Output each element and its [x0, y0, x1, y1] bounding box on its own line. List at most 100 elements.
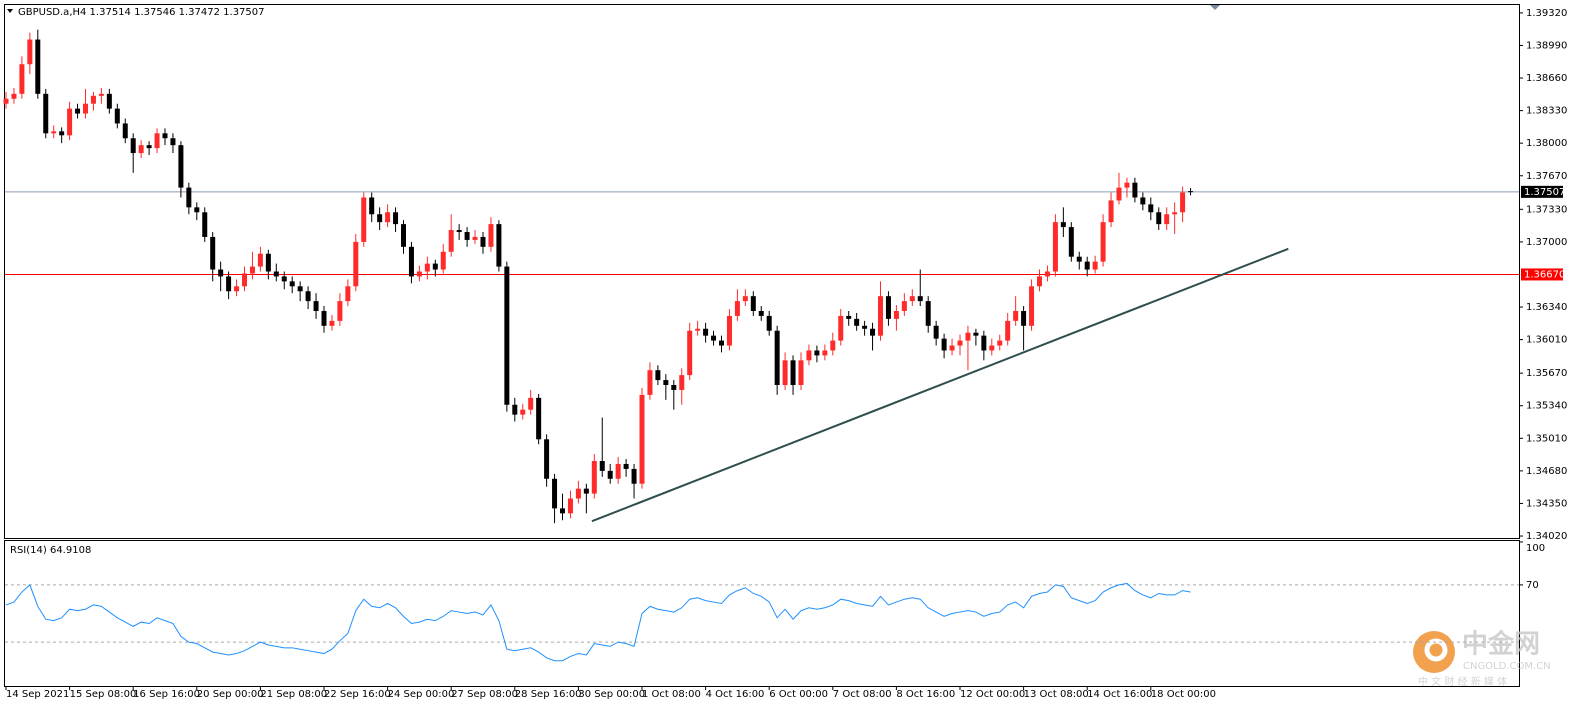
- candle-body: [440, 251, 446, 270]
- candle-body: [536, 397, 542, 440]
- candle-body: [1140, 197, 1146, 205]
- candle-body: [432, 263, 438, 270]
- candle-body: [83, 103, 88, 114]
- candle-body: [1132, 182, 1138, 198]
- candle-body: [377, 214, 383, 223]
- x-tick-label: 6 Oct 00:00: [769, 689, 828, 700]
- candle-body: [544, 439, 550, 479]
- x-tick-label: 14 Oct 16:00: [1087, 689, 1152, 700]
- candle-body: [671, 385, 677, 390]
- candle-body: [273, 271, 279, 277]
- y-tick-label: 1.38330: [1526, 106, 1567, 117]
- candle-body: [647, 370, 653, 395]
- candle-body: [11, 93, 17, 99]
- candle-body: [194, 207, 200, 213]
- candle-body: [393, 212, 399, 225]
- candle-body: [663, 380, 669, 386]
- candle-body: [512, 404, 518, 415]
- candle-body: [90, 95, 96, 104]
- candle-body: [830, 340, 836, 351]
- candle-body: [488, 224, 494, 247]
- candle-body: [210, 236, 216, 270]
- candle-body: [552, 478, 558, 509]
- candle-body: [862, 325, 868, 329]
- rsi-line: [5, 582, 1191, 662]
- candle-body: [313, 301, 319, 311]
- candle-body: [1084, 261, 1090, 270]
- candle-body: [202, 212, 208, 237]
- candle-body: [1116, 187, 1122, 201]
- candle-body: [528, 397, 534, 410]
- candle-body: [385, 212, 391, 223]
- candle-body: [631, 468, 637, 484]
- candle-body: [1029, 286, 1035, 326]
- candle-body: [639, 394, 645, 484]
- candle-body: [790, 360, 796, 386]
- candle-body: [3, 98, 9, 104]
- candle-body: [782, 360, 788, 386]
- candle-body: [496, 224, 502, 267]
- candle-body: [369, 197, 375, 215]
- candle-body: [687, 330, 693, 376]
- price-level-box: [1521, 185, 1563, 198]
- candle-body: [337, 301, 343, 321]
- candle-body: [711, 335, 717, 341]
- candle-body: [178, 145, 184, 188]
- logo-site: CNGOLD.COM.CN: [1463, 661, 1551, 672]
- candle-body: [925, 301, 931, 326]
- candle-body: [917, 296, 923, 302]
- candle-body: [742, 296, 748, 302]
- candle-body: [583, 488, 589, 494]
- y-tick-label: 1.34350: [1526, 498, 1567, 509]
- x-tick-label: 18 Oct 00:00: [1151, 689, 1216, 700]
- candle-body: [941, 338, 947, 351]
- candle-body: [655, 370, 661, 381]
- x-tick-label: 30 Sep 00:00: [578, 689, 645, 700]
- candle-body: [218, 269, 224, 277]
- candle-body: [822, 350, 828, 356]
- candle-body: [870, 328, 876, 336]
- candle-body: [297, 286, 303, 292]
- candle-body: [719, 340, 724, 346]
- candle-body: [234, 286, 240, 292]
- candle-body: [456, 230, 462, 233]
- candle-body: [122, 123, 128, 139]
- candle-body: [957, 340, 963, 346]
- candle-body: [424, 263, 430, 272]
- candle-body: [814, 350, 820, 356]
- y-tick-label: 1.36010: [1526, 335, 1567, 346]
- candle-body: [909, 296, 915, 302]
- candle-body: [401, 224, 406, 247]
- candle-body: [878, 296, 883, 336]
- candle-body: [575, 488, 581, 499]
- menu-arrow[interactable]: [7, 9, 13, 13]
- candle-body: [885, 296, 891, 319]
- y-tick-label: 1.37000: [1526, 237, 1567, 248]
- candle-body: [1164, 214, 1170, 225]
- x-tick-label: 13 Oct 08:00: [1024, 689, 1089, 700]
- candle-body: [1092, 261, 1098, 270]
- candle-body: [838, 315, 844, 341]
- candle-body: [43, 93, 49, 134]
- candle-body: [361, 197, 367, 242]
- candle-body: [726, 315, 732, 346]
- candle-body: [1013, 310, 1019, 321]
- candle-body: [1108, 200, 1114, 223]
- y-tick-label: 1.34020: [1526, 531, 1567, 542]
- logo-name: 中金网: [1462, 629, 1540, 660]
- candle-body: [933, 325, 939, 339]
- candle-body: [1188, 191, 1194, 193]
- candle-body: [281, 276, 287, 282]
- candle-body: [846, 315, 852, 319]
- candle-body: [106, 93, 112, 109]
- candle-body: [19, 64, 25, 94]
- candle-body: [464, 232, 470, 240]
- candle-body: [249, 266, 255, 274]
- candle-body: [703, 328, 709, 336]
- candle-body: [1052, 222, 1058, 272]
- candle-body: [289, 281, 295, 287]
- candle-body: [806, 350, 812, 361]
- candle-body: [504, 266, 510, 405]
- candle-body: [162, 133, 168, 139]
